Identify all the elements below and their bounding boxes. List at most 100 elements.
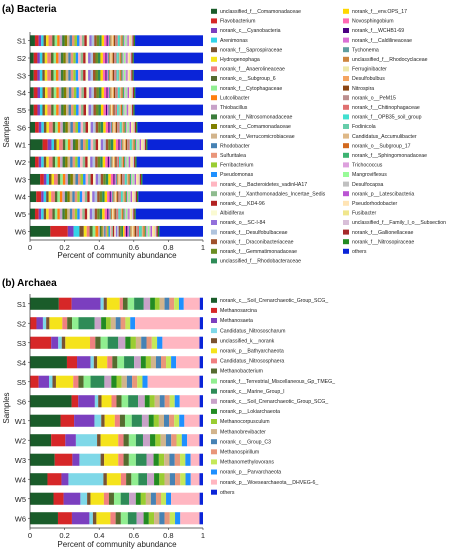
bar-segment-w4-norank-f-env-ops-17 — [104, 191, 108, 203]
bar-segment-s3-fodinicola — [117, 69, 119, 81]
bar-segment-s2-trichococcus — [122, 52, 124, 64]
bar-segment-w2-norank-f-env-ops-17 — [102, 156, 106, 168]
bar-segment-w5-ferruginibacter — [112, 208, 114, 220]
bar-segment-w6-norank-c-soil-crenarchaeotic-group-scg — [136, 512, 144, 525]
bar-segment-w4-norank-o-sc-i-84 — [92, 191, 95, 203]
bar-segment-w2-pseudorhodobacter — [130, 156, 132, 168]
bar-segment-s5-candidatus-nitrososphaera — [73, 375, 79, 388]
bar-segment-w3-lutcolibacter — [62, 173, 66, 185]
bar-segment-w3-methanospirillum — [174, 453, 181, 466]
bar-segment-s1-norank-f-nitrosomonadaceae — [62, 35, 65, 47]
bar-segment-w1-methanocorpusculum — [153, 414, 159, 427]
bar-segment-s3-norank-f-desulfobulbaceae — [90, 69, 94, 81]
bar-segment-s4-norank-c-comamonadaceae — [63, 87, 67, 99]
bar-segment-s2-norank-f-verrucomicrobiaceae — [65, 52, 69, 64]
bar-segment-w2-norank-c-marine-group-i — [135, 434, 143, 447]
bar-segment-s4-candidatus-accumulibacter — [120, 87, 122, 99]
bar-segment-s4-norank-p-woesearchaeota-dhveg-6 — [176, 356, 200, 369]
bar-segment-s6-unclassified-f-comamonadaceae — [30, 121, 36, 133]
legend-swatch-norank-f-wchb1-69 — [343, 28, 349, 33]
bar-segment-w1-norank-c-group-c3 — [163, 414, 170, 427]
bar-segment-w4-norank-p-bathyarchaeota — [106, 473, 121, 486]
bar-segment-s4-candidatus-nitrososphaera — [107, 356, 113, 369]
bar-segment-s5-methanospirillum — [132, 375, 138, 388]
bar-segment-s2-methanosarcina — [30, 317, 37, 330]
bar-segment-w2-norank-f-opb35-soil-group — [119, 156, 121, 168]
bar-segment-w5-trichococcus — [124, 208, 126, 220]
bar-segment-s6-norank-f-gallionellaceae — [134, 121, 137, 133]
bar-segment-w6-methanosarcina — [57, 512, 72, 525]
bar-segment-s1-norank-o-sc-i-84 — [89, 35, 92, 47]
bar-segment-s4-lutcolibacter — [56, 87, 59, 99]
bar-segment-w2-norank-p-parvarchaeota — [181, 434, 188, 447]
bar-segment-s2-norank-f-xanthomonadales-incertae-sedis — [80, 52, 84, 64]
legend-label-pseudorhodobacter: Pseudorhodobacter — [352, 201, 398, 207]
bar-segment-s2-norank-f-cytophagaceae — [53, 52, 56, 64]
bar-segment-w6-norank-o-sc-i-84 — [115, 225, 118, 237]
bar-segment-s3-norank-f-caldilineaceae — [106, 69, 108, 81]
bar-segment-w3-candidatus-nitrososcharum — [79, 453, 101, 466]
legend-swatch-methanosaeta — [211, 318, 217, 323]
legend-label-norank-f-verrucomicrobiaceae: norank_f__Verrucomicrobiaceae — [220, 134, 295, 140]
bar-segment-w5-norank-f-xanthomonadales-incertae-sedis — [82, 208, 85, 220]
bar-segment-s2-norank-f-sphingomonadaceae — [121, 52, 123, 64]
bar-segment-w4-norank-f-cytophagaceae — [57, 191, 60, 203]
bar-segment-s2-norank-c-group-c3 — [115, 317, 121, 330]
bar-segment-s3-norank-c-marine-group-i — [107, 336, 119, 349]
bar-segment-w5-norank-p-parvarchaeota — [166, 492, 172, 505]
legend-swatch-hydrogenophaga — [211, 56, 217, 62]
bar-segment-w1-tychonema — [120, 139, 123, 151]
bar-segment-s1-norank-f-gallionellaceae — [132, 35, 134, 47]
bar-segment-s2-novosphingobium — [102, 52, 106, 64]
bar-segment-w6-norank-f-chitinophagaceae — [137, 225, 140, 237]
bar-segment-w2-methanomethylovorans — [176, 434, 182, 447]
bar-segment-s3-norank-f-xanthomonadales-incertae-sedis — [80, 69, 84, 81]
bar-segment-s3-novosphingobium — [102, 69, 106, 81]
bar-segment-s5-pseudomonas — [76, 104, 79, 116]
bar-segment-w5-norank-p-woesearchaeota-dhveg-6 — [171, 492, 200, 505]
bar-segment-w5-thiobacillus — [59, 208, 63, 220]
bar-segment-w2-pseudomonas — [77, 156, 81, 168]
bar-segment-w1-nitrospira — [125, 139, 128, 151]
bar-segment-w4-methanobrevibacter — [164, 473, 170, 486]
category-label-w4: W4 — [15, 475, 26, 484]
bar-segment-w4-others — [138, 191, 203, 203]
bar-segment-s1-norank-p-bathyarchaeota — [106, 297, 120, 310]
bar-segment-s2-desulfocapsa — [125, 52, 127, 64]
x-tick-label: 1 — [201, 531, 205, 540]
x-tick-label: 0.4 — [94, 531, 104, 540]
category-label-s2: S2 — [17, 54, 26, 63]
bar-segment-w1-hydrogenophaga — [56, 139, 60, 151]
bar-segment-w3-albidiferax — [93, 173, 96, 185]
legend-swatch-methanomethylovorans — [211, 459, 217, 465]
bar-segment-w2-norank-c-group-c3 — [165, 434, 172, 447]
bacteria-legend: unclassified_f__Comamonadaceae Flavobacte… — [211, 8, 446, 265]
bar-segment-w6-methanomethylovorans — [169, 512, 176, 525]
bar-segment-w4-norank-f-wchb1-69 — [109, 191, 111, 203]
bar-segment-w5-sulfuritalea — [72, 208, 75, 220]
bar-segment-s3-norank-f-env-ops-17 — [100, 69, 103, 81]
bar-segment-w6-trichococcus — [146, 225, 148, 237]
bar-segment-w4-unclassified-f-comamonadaceae — [30, 191, 37, 203]
bar-segment-s1-norank-f-xanthomonadales-incertae-sedis — [81, 35, 85, 47]
bar-segment-s5-norank-c-kd4-96 — [83, 104, 87, 116]
bar-segment-w3-unclassified-k-norank — [100, 453, 105, 466]
bar-segment-s4-methanospirillum — [161, 356, 167, 369]
bar-segment-w1-norank-f-saprospiraceae — [53, 139, 57, 151]
bar-segment-s2-others — [133, 52, 203, 64]
bar-segment-w6-methanospirillum — [164, 512, 170, 525]
bar-segment-s1-norank-f-gemmatimonadaceae — [96, 35, 100, 47]
bar-segment-s2-norank-o-pem15 — [114, 52, 116, 64]
bar-segment-w3-desulfobulbus — [119, 173, 121, 185]
bar-segment-s3-methanobrevibacter — [135, 336, 142, 349]
bar-segment-s3-norank-o-pem15 — [114, 69, 116, 81]
bar-segment-s4-ferruginibacter — [111, 87, 113, 99]
bar-segment-s4-fodinicola — [119, 87, 121, 99]
bar-segment-s3-others — [133, 69, 203, 81]
x-tick-label: 0 — [28, 243, 32, 252]
bar-segment-w4-arenimonas — [43, 191, 47, 203]
bar-segment-s3-fusibacter — [128, 69, 131, 81]
bar-segment-w5-norank-p-lokiarchaeota — [135, 492, 141, 505]
bar-segment-s4-trichococcus — [124, 87, 126, 99]
bar-segment-w3-methanosaeta — [72, 453, 80, 466]
